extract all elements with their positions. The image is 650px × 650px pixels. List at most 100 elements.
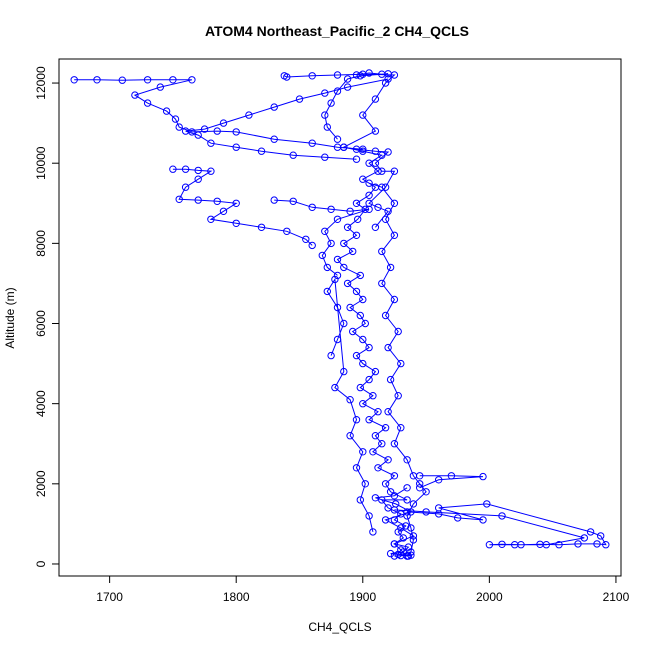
series-9 [390, 500, 610, 549]
data-point [349, 247, 357, 256]
data-point [369, 448, 377, 456]
data-point [361, 319, 369, 328]
series-line [185, 78, 389, 160]
data-point [359, 295, 367, 304]
data-point [485, 541, 494, 549]
data-point [346, 207, 354, 216]
data-point [308, 241, 316, 250]
data-point [409, 532, 418, 540]
data-point [498, 540, 506, 548]
data-point [378, 167, 386, 175]
data-point [188, 128, 196, 136]
data-point [175, 123, 183, 131]
data-point [369, 392, 377, 400]
data-point [219, 119, 228, 127]
y-tick-label: 8000 [34, 230, 48, 257]
data-point [143, 76, 152, 84]
data-point [365, 179, 373, 187]
data-point [403, 484, 411, 492]
data-point [343, 223, 352, 232]
data-point [378, 247, 386, 256]
data-point [374, 464, 382, 472]
data-point [323, 123, 331, 131]
y-tick-label: 6000 [34, 310, 48, 337]
data-point [542, 541, 550, 549]
data-point [131, 91, 139, 99]
data-point [245, 111, 253, 119]
data-point [343, 83, 352, 91]
data-point [352, 287, 361, 296]
y-tick-label: 12000 [34, 66, 48, 100]
data-point [574, 540, 582, 548]
data-point [280, 72, 288, 80]
data-point [356, 72, 364, 80]
data-point [402, 522, 410, 530]
data-point [416, 480, 424, 488]
data-point [346, 432, 354, 440]
data-point [93, 76, 101, 84]
data-point [390, 472, 399, 480]
data-point [384, 75, 392, 83]
data-point [365, 375, 373, 384]
x-axis: 1700 1800 1900 2000 2100 [96, 575, 630, 604]
data-point [270, 103, 278, 111]
data-point [397, 524, 405, 532]
data-point [397, 359, 405, 368]
data-point [352, 155, 361, 163]
data-point [213, 197, 221, 206]
data-point [352, 199, 361, 208]
data-point [586, 528, 595, 536]
series-line [419, 475, 484, 489]
data-point [352, 351, 361, 360]
data-point [390, 231, 399, 240]
x-axis-label: CH4_QCLS [308, 620, 371, 634]
data-point [333, 135, 342, 143]
data-point [232, 219, 240, 228]
data-point [403, 456, 411, 464]
data-point [356, 496, 364, 504]
data-point [390, 540, 399, 548]
data-point [361, 480, 369, 488]
data-point [340, 239, 348, 248]
data-point [295, 95, 304, 103]
data-point [257, 147, 266, 155]
data-point [409, 536, 418, 544]
data-point [181, 165, 190, 173]
data-point [340, 367, 348, 376]
data-point [219, 207, 228, 216]
data-point [352, 231, 361, 240]
data-point [194, 166, 202, 175]
data-point [390, 167, 399, 175]
data-point [390, 440, 399, 448]
data-point [386, 488, 395, 496]
data-point [359, 359, 367, 368]
data-point [327, 205, 335, 214]
data-point [356, 383, 364, 392]
data-point [308, 203, 316, 212]
data-point [416, 472, 424, 480]
y-tick-label: 4000 [34, 390, 48, 417]
data-point [270, 135, 278, 143]
x-tick-label: 1800 [223, 590, 250, 604]
data-point [352, 71, 361, 79]
data-point [349, 327, 357, 336]
x-tick-label: 1700 [96, 590, 123, 604]
data-point [381, 183, 390, 191]
data-point [162, 107, 171, 115]
data-point [374, 408, 382, 416]
data-point [381, 516, 390, 524]
data-point [181, 183, 190, 191]
chart-title: ATOM4 Northeast_Pacific_2 CH4_QCLS [205, 23, 469, 39]
data-point [359, 448, 367, 456]
series-line [326, 277, 374, 533]
data-point [308, 72, 316, 80]
data-point [394, 327, 402, 336]
series-line [394, 503, 607, 546]
data-point [580, 534, 588, 542]
data-point [356, 311, 364, 320]
data-point [333, 71, 342, 79]
data-point [381, 311, 390, 320]
data-point [321, 227, 329, 236]
data-point [593, 540, 601, 548]
data-point [343, 279, 352, 288]
